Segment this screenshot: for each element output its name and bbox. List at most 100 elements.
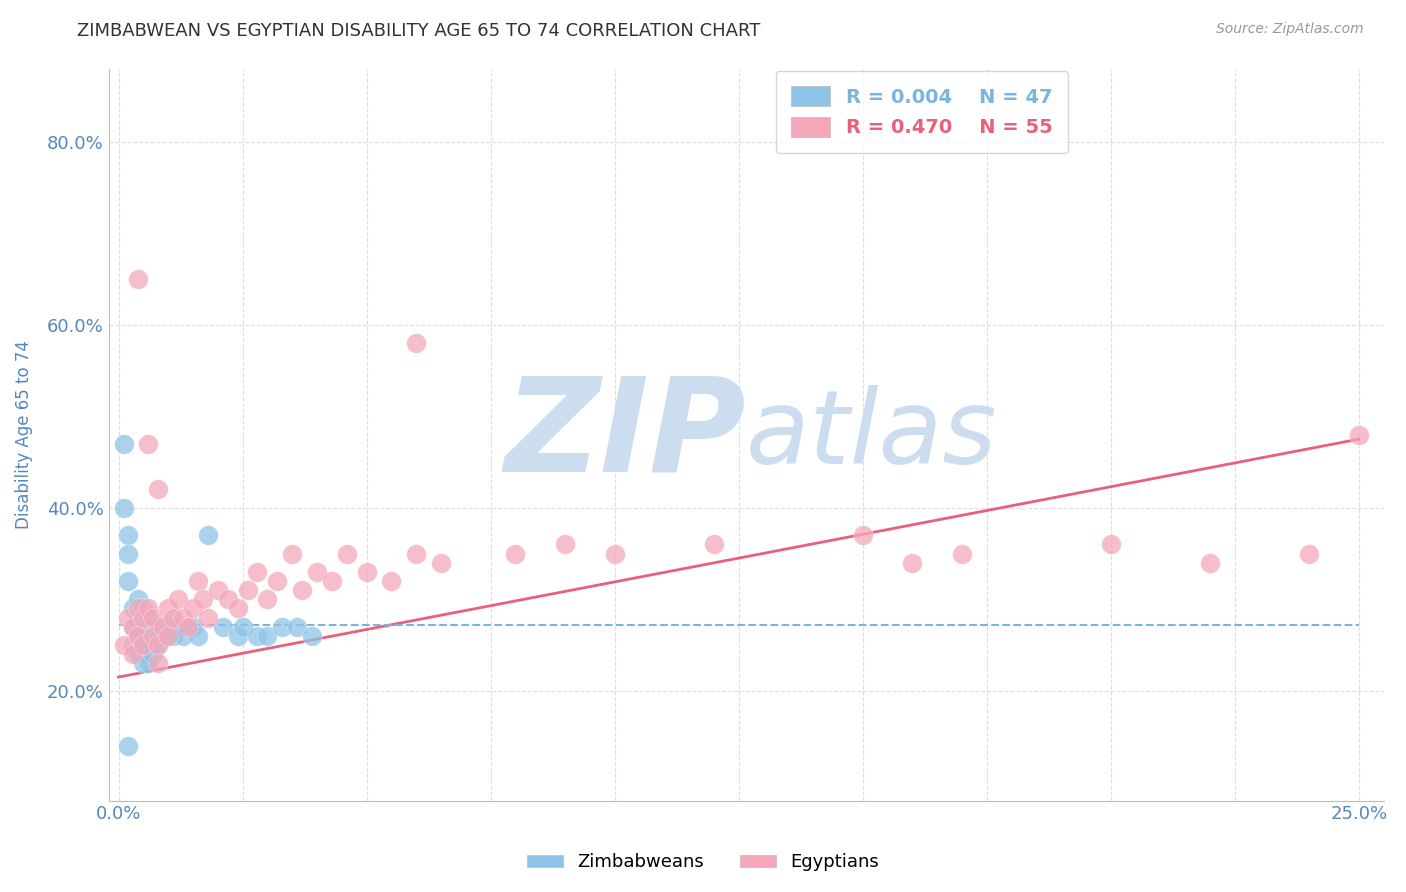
Point (1298, 547, 1320, 561)
Point (246, 629, 269, 643)
Point (127, 629, 149, 643)
Point (152, 620, 174, 634)
Point (152, 629, 174, 643)
Point (148, 483, 170, 497)
Point (157, 620, 180, 634)
Point (356, 565, 378, 579)
Point (136, 638, 159, 652)
Text: ZIP: ZIP (505, 371, 747, 498)
Point (157, 629, 180, 643)
Point (136, 657, 159, 671)
Point (136, 601, 159, 615)
Point (554, 537, 576, 551)
Point (127, 592, 149, 607)
Text: ZIMBABWEAN VS EGYPTIAN DISABILITY AGE 65 TO 74 CORRELATION CHART: ZIMBABWEAN VS EGYPTIAN DISABILITY AGE 65… (77, 22, 761, 40)
Point (132, 638, 155, 652)
Point (132, 657, 155, 671)
Point (207, 583, 229, 598)
Point (142, 638, 165, 652)
Point (246, 565, 269, 579)
Point (232, 620, 254, 634)
Point (226, 601, 249, 615)
Point (1199, 556, 1222, 570)
Text: atlas: atlas (747, 384, 998, 484)
Point (136, 436, 159, 450)
Point (142, 647, 165, 661)
Point (281, 547, 304, 561)
Point (142, 629, 165, 643)
Point (266, 574, 288, 588)
Point (181, 601, 204, 615)
Point (301, 629, 323, 643)
Point (236, 583, 259, 598)
Point (405, 336, 427, 351)
Point (122, 647, 145, 661)
Point (172, 610, 194, 624)
Point (226, 629, 249, 643)
Point (117, 547, 139, 561)
Point (285, 620, 308, 634)
Point (127, 272, 149, 286)
Point (901, 556, 924, 570)
Point (167, 592, 190, 607)
Point (405, 547, 427, 561)
Point (197, 610, 219, 624)
Point (148, 638, 170, 652)
Point (162, 620, 184, 634)
Point (127, 629, 149, 643)
Point (305, 565, 328, 579)
Point (157, 601, 180, 615)
Point (1099, 537, 1122, 551)
Point (132, 638, 155, 652)
Point (142, 629, 165, 643)
Point (162, 629, 184, 643)
Point (122, 620, 145, 634)
Point (122, 638, 145, 652)
Point (148, 629, 170, 643)
Point (136, 629, 159, 643)
Point (505, 547, 527, 561)
Y-axis label: Disability Age 65 to 74: Disability Age 65 to 74 (15, 340, 32, 529)
Point (122, 620, 145, 634)
Point (271, 620, 294, 634)
Point (187, 629, 209, 643)
Point (112, 638, 135, 652)
Point (703, 537, 725, 551)
Point (187, 574, 209, 588)
Point (852, 528, 875, 542)
Point (112, 436, 135, 450)
Point (117, 739, 139, 753)
Point (211, 620, 233, 634)
Point (148, 657, 170, 671)
Point (430, 556, 453, 570)
Point (148, 620, 170, 634)
Point (127, 601, 149, 615)
Point (197, 528, 219, 542)
Point (157, 629, 180, 643)
Point (136, 610, 159, 624)
Legend: Zimbabweans, Egyptians: Zimbabweans, Egyptians (519, 847, 887, 879)
Point (217, 592, 239, 607)
Point (132, 601, 155, 615)
Point (256, 592, 278, 607)
Point (122, 601, 145, 615)
Point (162, 610, 184, 624)
Point (950, 547, 973, 561)
Point (117, 574, 139, 588)
Point (127, 610, 149, 624)
Point (132, 620, 155, 634)
Point (336, 547, 359, 561)
Point (127, 647, 149, 661)
Point (117, 528, 139, 542)
Legend: R = 0.004    N = 47, R = 0.470    N = 55: R = 0.004 N = 47, R = 0.470 N = 55 (776, 71, 1069, 153)
Point (177, 620, 200, 634)
Point (117, 610, 139, 624)
Point (291, 583, 314, 598)
Point (112, 500, 135, 515)
Text: Source: ZipAtlas.com: Source: ZipAtlas.com (1216, 22, 1364, 37)
Point (167, 620, 190, 634)
Point (132, 610, 155, 624)
Point (142, 610, 165, 624)
Point (380, 574, 402, 588)
Point (172, 629, 194, 643)
